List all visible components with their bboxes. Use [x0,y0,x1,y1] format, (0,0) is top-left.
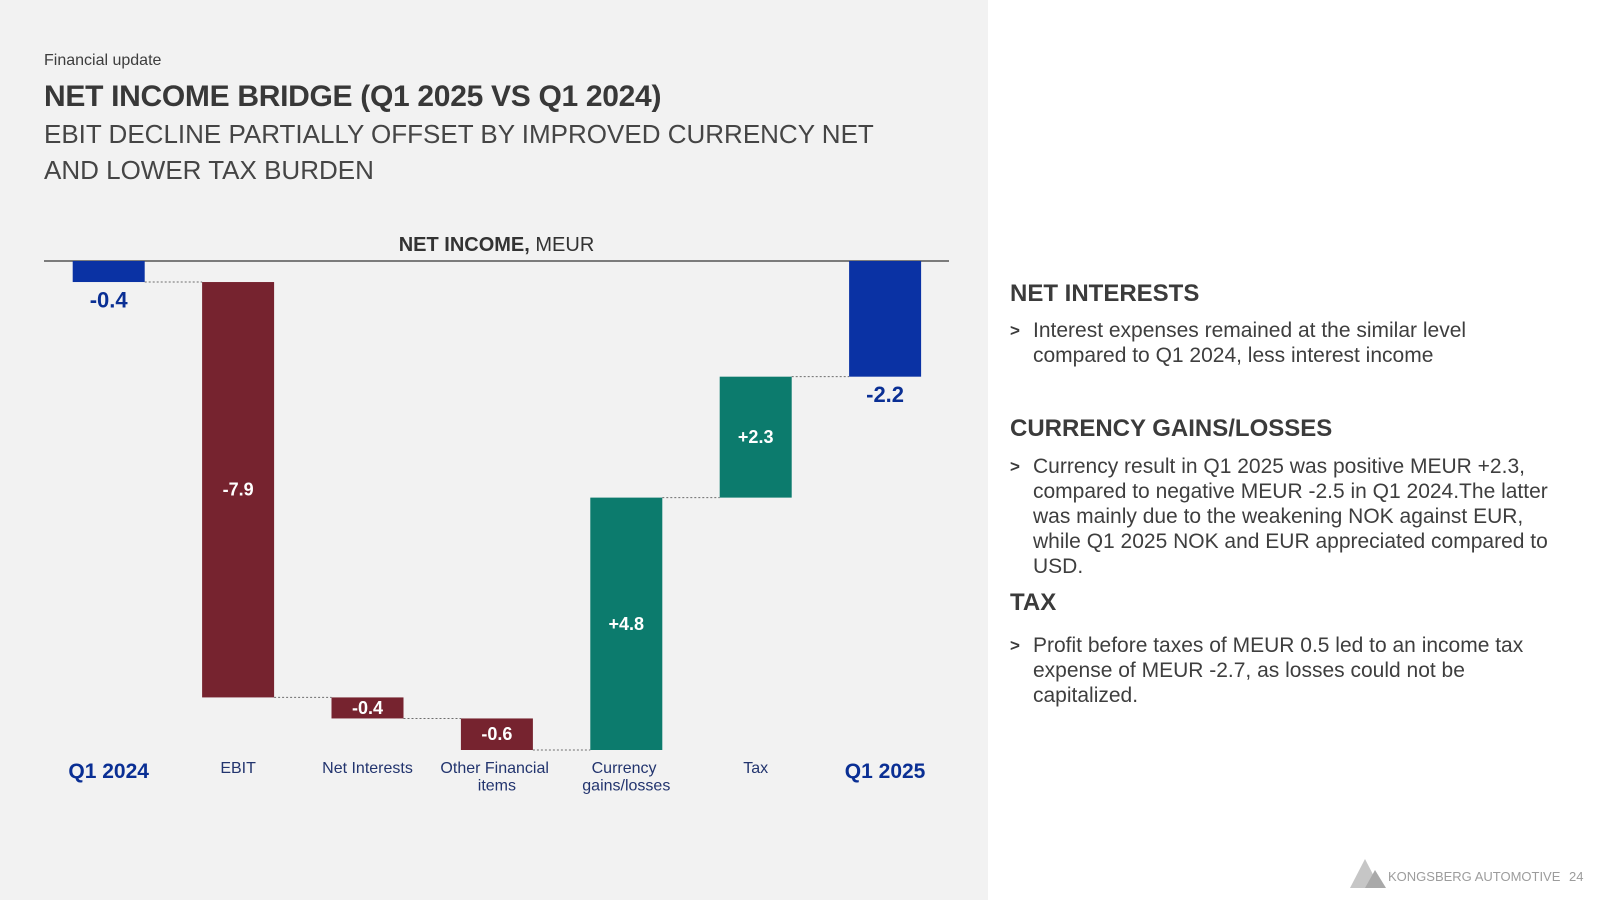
bullet-text-line: was mainly due to the weakening NOK agai… [1033,505,1524,528]
bullet-text-line: Currency result in Q1 2025 was positive … [1033,455,1525,478]
bullet-text-line: Profit before taxes of MEUR 0.5 led to a… [1033,634,1524,657]
value-label-tax: +2.3 [738,427,774,447]
bar-net-interests [331,697,404,719]
kongsberg-logo-icon [1350,859,1386,888]
bar-ebit [202,282,275,698]
chart-title: NET INCOME, MEUR [44,233,949,257]
bullet-text: Profit before taxes of MEUR 0.5 led to a… [1033,633,1523,708]
footer-brand: KONGSBERG AUTOMOTIVE [1388,869,1561,884]
bar-currency-gains-losses [590,497,663,750]
value-label-q1-2024: -0.4 [90,288,129,313]
value-label-ebit: -7.9 [223,480,254,500]
category-label-tax: Tax [743,760,768,777]
category-label-net-interests: Net Interests [322,760,413,777]
bullet-chevron-icon: > [1010,457,1020,476]
chart-panel: Financial update NET INCOME BRIDGE (Q1 2… [0,0,988,900]
bullet-text: Interest expenses remained at the simila… [1033,318,1466,368]
bullet-text-line: capitalized. [1033,684,1139,707]
currency-heading: CURRENCY GAINS/LOSSES [1010,415,1333,442]
bullet-chevron-icon: > [1010,636,1020,655]
category-label-other-financial-items: Other Financial items [440,760,553,795]
bullet-text-line: expense of MEUR -2.7, as losses could no… [1033,659,1465,682]
slide-subtitle-line: AND LOWER TAX BURDEN [44,155,374,185]
section-label: Financial update [44,52,162,69]
slide-subtitle: EBIT DECLINE PARTIALLY OFFSET BY IMPROVE… [44,116,874,188]
value-label-q1-2025: -2.2 [866,382,904,407]
category-label-ebit: EBIT [220,760,256,777]
bullet-text-line: while Q1 2025 NOK and EUR appreciated co… [1033,530,1548,553]
bar-q1-2025 [849,261,922,377]
bullet-text: Currency result in Q1 2025 was positive … [1033,454,1548,579]
bullet-text-line: Interest expenses remained at the simila… [1033,319,1467,342]
value-label-net-interests: -0.4 [352,698,383,718]
slide-title: NET INCOME BRIDGE (Q1 2025 VS Q1 2024) [44,80,662,113]
net-interests-heading: NET INTERESTS [1010,280,1200,307]
bullet-chevron-icon: > [1010,321,1020,340]
value-label-currency-gains-losses: +4.8 [609,614,645,634]
bullet-text-line: compared to Q1 2024, less interest incom… [1033,344,1434,367]
net-income-waterfall-chart: -0.4 -7.9 -0.4 -0.6 +4.8 +2.3 -2.2 Q1 2024 EBIT N… [44,260,949,795]
bullet-text-line: compared to negative MEUR -2.5 in Q1 202… [1033,480,1548,503]
value-label-other-financial-items: -0.6 [481,724,512,744]
category-label-q1-2025: Q1 2025 [845,760,926,783]
bar-q1-2024 [72,261,145,283]
page-number: 24 [1569,869,1584,884]
commentary-panel: NET INTERESTS > Interest expenses remain… [988,0,1600,900]
category-label-q1-2024: Q1 2024 [68,760,149,783]
bar-other-financial-items [460,718,533,750]
bullet-text-line: USD. [1033,555,1084,578]
bar-tax [719,376,792,498]
category-label-currency-gains-losses: Currency gains/losses [582,760,670,795]
slide-subtitle-line: EBIT DECLINE PARTIALLY OFFSET BY IMPROVE… [44,119,874,149]
chart-title-unit: MEUR [535,234,595,256]
chart-title-main: NET INCOME, [398,234,530,256]
tax-heading: TAX [1010,589,1057,616]
